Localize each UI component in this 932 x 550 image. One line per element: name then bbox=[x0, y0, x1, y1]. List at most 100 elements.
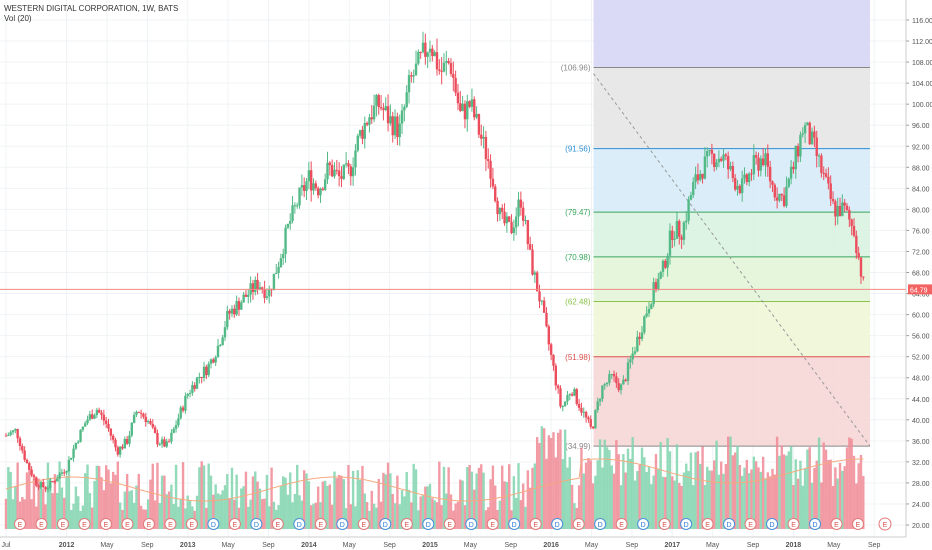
candle-up bbox=[789, 166, 793, 179]
y-tick-label: 76.00 bbox=[912, 228, 930, 235]
volume-bar bbox=[424, 486, 427, 529]
last-price-label: 64.79 bbox=[910, 287, 928, 294]
marker-letter: E bbox=[39, 522, 44, 529]
candle-down bbox=[531, 249, 534, 275]
volume-bar bbox=[410, 502, 413, 529]
candle-down bbox=[843, 202, 846, 206]
candle-up bbox=[93, 415, 96, 419]
y-tick-label: 52.00 bbox=[912, 355, 930, 362]
marker-circle bbox=[723, 518, 736, 530]
y-tick-label: 116.00 bbox=[912, 18, 932, 25]
volume-bar bbox=[498, 500, 502, 529]
dividend-marker: D bbox=[465, 518, 478, 530]
volume-bar bbox=[344, 508, 348, 529]
volume-bar bbox=[412, 463, 415, 529]
volume-bar bbox=[792, 485, 795, 529]
volume-bar bbox=[86, 464, 89, 529]
volume-bar bbox=[88, 493, 92, 529]
price-axis[interactable]: 116.00 112.00 108.00 104.00 100.00 96.00 92.00… bbox=[905, 0, 932, 537]
volume-bar bbox=[261, 499, 264, 529]
candle-down bbox=[726, 156, 730, 170]
candle-up bbox=[645, 313, 648, 317]
volume-bar bbox=[293, 493, 297, 529]
candle-down bbox=[114, 439, 117, 448]
volume-bar bbox=[631, 437, 634, 529]
time-axis[interactable]: Jul 2012 May Sep 2013 May Sep 2014 May Sep 2015 May… bbox=[0, 536, 906, 549]
volume-bar bbox=[389, 473, 392, 529]
fib-zone bbox=[593, 67, 870, 149]
marker-circle bbox=[142, 518, 155, 530]
volume-bar bbox=[675, 444, 679, 529]
volume-bar bbox=[130, 490, 134, 529]
marker-letter: E bbox=[748, 522, 753, 529]
volume-bar bbox=[482, 472, 485, 529]
candle-down bbox=[347, 163, 350, 167]
candle-up bbox=[647, 308, 651, 314]
volume-bar bbox=[170, 484, 173, 529]
marker-circle bbox=[78, 518, 91, 530]
volume-bar bbox=[70, 509, 73, 529]
candle-down bbox=[591, 426, 595, 429]
volume-bar bbox=[552, 432, 555, 529]
candle-up bbox=[186, 393, 189, 396]
volume-bar bbox=[358, 479, 362, 529]
fibonacci-retracement[interactable]: (106.96) (91.56) (79.47) (70.98) (62.48) (51.… bbox=[561, 0, 871, 451]
volume-bar bbox=[859, 454, 863, 529]
volume-bar bbox=[526, 470, 530, 529]
volume-bar bbox=[764, 478, 767, 529]
candle-up bbox=[135, 411, 138, 415]
candle-up bbox=[319, 188, 322, 196]
volume-bar bbox=[382, 472, 385, 529]
candle-down bbox=[156, 433, 159, 445]
volume-bar bbox=[426, 486, 429, 529]
candle-down bbox=[570, 394, 574, 396]
volume-bar bbox=[251, 476, 255, 529]
candle-down bbox=[44, 486, 47, 490]
marker-circle bbox=[14, 518, 26, 530]
y-tick-label: 24.00 bbox=[912, 502, 930, 509]
marker-letter: E bbox=[82, 522, 87, 529]
earnings-marker: E bbox=[787, 518, 800, 530]
candle-down bbox=[263, 289, 266, 298]
marker-circle bbox=[572, 518, 585, 530]
earnings-marker: E bbox=[142, 518, 155, 530]
candle-down bbox=[21, 446, 24, 451]
y-tick-label: 112.00 bbox=[912, 39, 932, 46]
volume-bar bbox=[4, 498, 8, 529]
candle-down bbox=[111, 435, 115, 440]
candle-down bbox=[251, 283, 255, 293]
volume-bar bbox=[528, 487, 532, 529]
volume-bar bbox=[468, 464, 471, 529]
candle-down bbox=[615, 376, 618, 384]
candle-down bbox=[365, 123, 369, 125]
volume-bar bbox=[435, 502, 439, 529]
candle-up bbox=[268, 288, 271, 297]
marker-circle bbox=[486, 518, 499, 530]
candle-down bbox=[440, 70, 443, 72]
volume-bar bbox=[824, 449, 828, 529]
candle-down bbox=[796, 145, 800, 157]
candle-down bbox=[834, 201, 837, 217]
fib-level-label: (62.48) bbox=[565, 298, 591, 307]
volume-bar bbox=[542, 428, 546, 529]
marker-letter: D bbox=[340, 522, 345, 529]
candle-down bbox=[480, 134, 483, 139]
volume-bar bbox=[489, 479, 492, 529]
volume-bar bbox=[240, 488, 243, 529]
x-tick-label: Sep bbox=[383, 542, 396, 549]
volume-bar bbox=[622, 454, 625, 529]
candle-up bbox=[810, 131, 814, 145]
marker-letter: E bbox=[883, 522, 888, 529]
candle-up bbox=[195, 377, 199, 389]
candle-up bbox=[130, 422, 134, 436]
volume-bar bbox=[813, 467, 816, 529]
volume-bar bbox=[750, 469, 753, 529]
candle-down bbox=[754, 155, 758, 158]
volume-bar bbox=[556, 432, 560, 529]
candle-down bbox=[449, 63, 453, 74]
candle-up bbox=[172, 428, 175, 433]
candle-down bbox=[477, 113, 481, 135]
volume-bar bbox=[573, 503, 576, 529]
